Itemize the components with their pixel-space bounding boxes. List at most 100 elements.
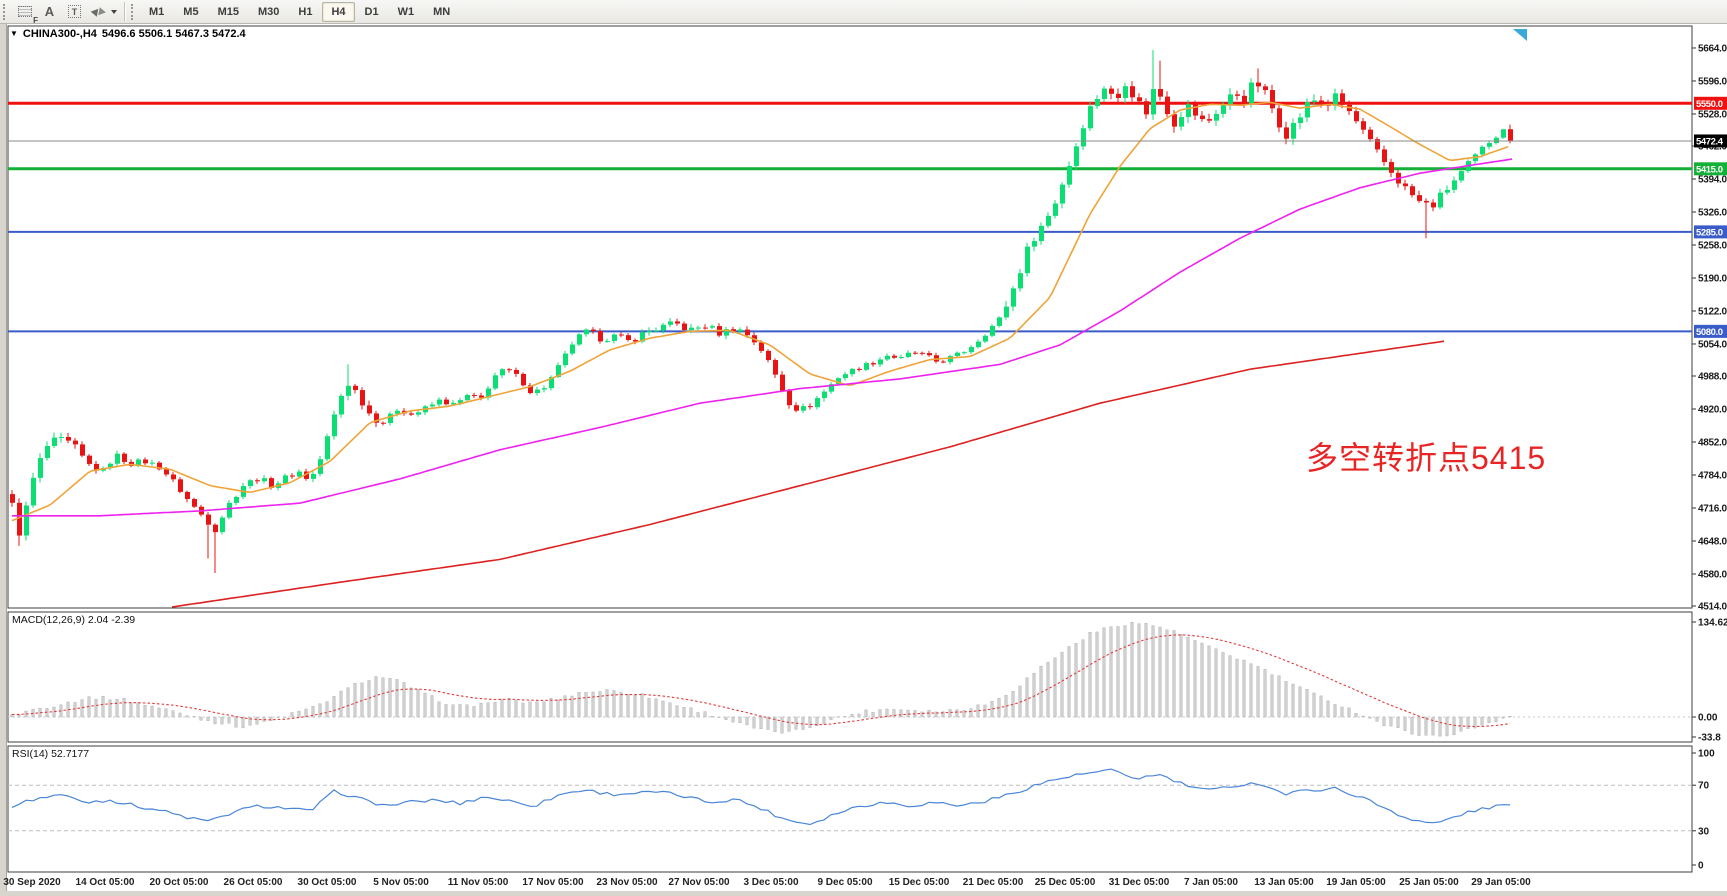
window-bottom-edge xyxy=(0,891,1727,896)
ohlc-values: 5496.6 5506.1 5467.3 5472.4 xyxy=(101,28,246,40)
macd-pane-content: 134.62 0.00 -33.8 xyxy=(8,618,1727,744)
price-badge-5285 xyxy=(1694,225,1727,239)
macd-indicator-label: MACD(12,26,9) 2.04 -2.39 xyxy=(12,614,136,626)
main-pane xyxy=(7,25,1693,609)
svg-text:5472.4: 5472.4 xyxy=(1696,136,1724,147)
timeframe-mn[interactable]: MN xyxy=(433,5,451,18)
price-tick-label: 5190.0 xyxy=(1698,273,1727,284)
date-label: 5 Nov 05:00 xyxy=(373,877,429,888)
fibonacci-icon xyxy=(17,6,32,17)
macd-tick-label: 134.62 xyxy=(1698,618,1727,629)
timeframe-button-group: M1 M5 M15 M30 H1 H4 D1 W1 MN xyxy=(140,1,459,22)
price-axis: 5664.05596.05528.05462.05394.05326.05258… xyxy=(1692,43,1727,613)
price-tick-label: 4988.0 xyxy=(1698,372,1727,383)
timeframe-group-drag-handle[interactable] xyxy=(131,3,136,20)
chart-shift-marker[interactable] xyxy=(1513,29,1527,41)
svg-text:5550.0: 5550.0 xyxy=(1696,99,1723,110)
rsi-tick-label: 70 xyxy=(1698,781,1710,792)
date-label: 25 Dec 05:00 xyxy=(1035,877,1096,888)
svg-text:5415.0: 5415.0 xyxy=(1696,164,1723,175)
date-label: 13 Jan 05:00 xyxy=(1254,877,1314,888)
timeframe-m1[interactable]: M1 xyxy=(149,5,165,18)
main-pane-content xyxy=(8,29,1692,608)
price-tick-label: 5394.0 xyxy=(1698,174,1727,185)
rsi-indicator-label: RSI(14) 52.7177 xyxy=(12,748,90,760)
date-label: 9 Dec 05:00 xyxy=(817,877,872,888)
price-tick-label: 5054.0 xyxy=(1698,339,1727,350)
svg-text:5285.0: 5285.0 xyxy=(1696,227,1723,238)
price-tick-label: 4852.0 xyxy=(1698,437,1727,448)
date-label: 26 Oct 05:00 xyxy=(224,877,283,888)
text-tool-icon: A xyxy=(44,4,55,19)
timeframe-h1[interactable]: H1 xyxy=(298,5,313,18)
top-toolbar: F A T M1 M5 M15 M30 H1 H4 D1 W1 MN xyxy=(0,0,1727,24)
chart-annotation-text[interactable]: 多空转折点5415 xyxy=(1306,440,1547,476)
timeframe-m15[interactable]: M15 xyxy=(217,5,239,18)
price-tick-label: 5326.0 xyxy=(1698,207,1727,218)
ma-fast-orange xyxy=(11,101,1509,522)
price-badge-5080 xyxy=(1694,324,1727,338)
date-label: 29 Jan 05:00 xyxy=(1471,877,1531,888)
date-label: 15 Dec 05:00 xyxy=(889,877,950,888)
date-label: 11 Nov 05:00 xyxy=(448,877,509,888)
price-tick-label: 4920.0 xyxy=(1698,405,1727,416)
timeframe-w1[interactable]: W1 xyxy=(397,5,415,18)
rsi-tick-label: 0 xyxy=(1698,861,1704,872)
date-label: 3 Dec 05:00 xyxy=(743,877,798,888)
svg-text:5080.0: 5080.0 xyxy=(1696,327,1723,338)
macd-tick-label: 0.00 xyxy=(1698,713,1718,724)
price-tick-label: 5122.0 xyxy=(1698,306,1727,317)
date-label: 27 Nov 05:00 xyxy=(668,877,730,888)
date-label: 23 Nov 05:00 xyxy=(596,877,658,888)
price-tick-label: 4716.0 xyxy=(1698,503,1727,514)
toolbar-drag-handle[interactable] xyxy=(3,3,8,20)
toolbar-separator xyxy=(124,2,125,21)
date-label: 25 Jan 05:00 xyxy=(1399,877,1459,888)
arrow-objects-button[interactable] xyxy=(87,2,121,22)
price-tick-label: 5596.0 xyxy=(1698,76,1727,87)
timeframe-m5[interactable]: M5 xyxy=(183,5,199,18)
price-badge-5550 xyxy=(1694,96,1727,110)
price-tick-label: 5664.0 xyxy=(1698,43,1727,54)
chart-title: ▼ CHINA300-,H4 5496.6 5506.1 5467.3 5472… xyxy=(10,28,246,40)
date-label: 30 Oct 05:00 xyxy=(298,877,357,888)
rsi-tick-label: 100 xyxy=(1698,749,1715,760)
date-axis: 30 Sep 2020 14 Oct 05:00 20 Oct 05:00 26 Oc… xyxy=(3,877,1531,888)
price-tick-label: 4784.0 xyxy=(1698,470,1727,481)
ma-medium-magenta xyxy=(12,158,1513,517)
candlestick-series xyxy=(10,49,1513,574)
date-label: 19 Jan 05:00 xyxy=(1326,877,1386,888)
price-badge-5415 xyxy=(1694,162,1727,176)
price-tick-label: 5528.0 xyxy=(1698,109,1727,120)
rsi-pane-content: 100 70 30 0 xyxy=(8,749,1715,872)
ma-slow-red xyxy=(171,340,1445,608)
timeframe-h4[interactable]: H4 xyxy=(322,1,355,22)
text-label-button[interactable]: T xyxy=(62,2,87,22)
symbol-name: CHINA300-,H4 xyxy=(22,28,97,40)
rsi-tick-label: 30 xyxy=(1698,826,1710,837)
window-left-edge xyxy=(0,24,7,896)
date-label: 21 Dec 05:00 xyxy=(963,877,1024,888)
text-label-icon: T xyxy=(68,5,81,18)
timeframe-d1[interactable]: D1 xyxy=(364,5,379,18)
price-tick-label: 5258.0 xyxy=(1698,240,1727,251)
symbol-dropdown-icon[interactable]: ▼ xyxy=(10,28,18,38)
rsi-line xyxy=(11,768,1511,826)
chevron-down-icon xyxy=(110,9,117,14)
timeframe-m30[interactable]: M30 xyxy=(257,5,280,18)
date-label: 31 Dec 05:00 xyxy=(1109,877,1170,888)
date-label: 30 Sep 2020 xyxy=(3,877,61,888)
price-tick-label: 4580.0 xyxy=(1698,569,1727,580)
current-price-badge xyxy=(1694,134,1727,148)
price-chart-svg: 5664.05596.05528.05462.05394.05326.05258… xyxy=(3,25,1727,888)
text-tool-button[interactable]: A xyxy=(37,2,62,22)
date-label: 17 Nov 05:00 xyxy=(522,877,584,888)
macd-tick-label: -33.8 xyxy=(1698,733,1721,744)
fibonacci-retracement-button[interactable]: F xyxy=(12,2,38,25)
price-tick-label: 4514.0 xyxy=(1698,602,1727,613)
price-tick-label: 4648.0 xyxy=(1698,536,1727,547)
date-label: 14 Oct 05:00 xyxy=(76,877,135,888)
date-label: 7 Jan 05:00 xyxy=(1184,877,1238,888)
date-label: 20 Oct 05:00 xyxy=(150,877,209,888)
fibonacci-f-glyph: F xyxy=(33,15,38,25)
